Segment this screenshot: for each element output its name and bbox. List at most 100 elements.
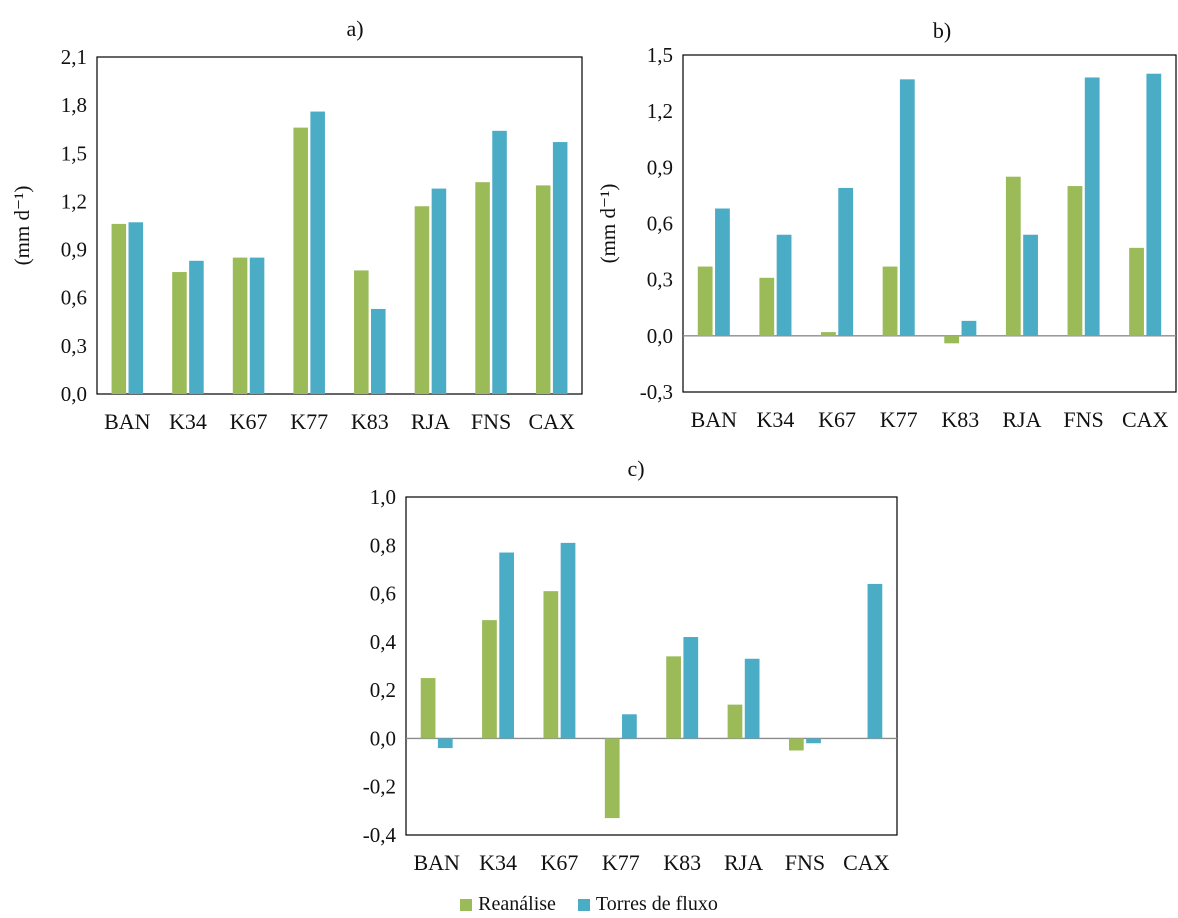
bar-reanalise-rja [414, 206, 430, 394]
bar-reanalise-k67 [232, 257, 248, 394]
y-tick-label: 1,2 [647, 99, 673, 123]
x-tick-label: K67 [818, 407, 856, 432]
bar-reanalise-k83 [944, 335, 960, 344]
y-tick-label: 1,8 [61, 93, 87, 117]
bar-torres-k34 [499, 552, 515, 739]
bar-torres-k67 [838, 187, 854, 336]
x-tick-label: RJA [411, 409, 450, 434]
legend-swatch-reanalise [460, 898, 473, 911]
x-tick-label: K77 [290, 409, 328, 434]
x-tick-label: K67 [230, 409, 268, 434]
y-tick-label: 0,4 [370, 630, 397, 654]
x-tick-label: K67 [540, 850, 578, 875]
bar-torres-k77 [622, 714, 637, 739]
x-tick-label: CAX [1122, 407, 1169, 432]
y-tick-label: 0,3 [647, 268, 673, 292]
y-tick-label: -0,4 [363, 823, 397, 847]
bar-reanalise-ban [420, 678, 436, 739]
x-tick-label: FNS [785, 850, 825, 875]
bar-torres-cax [552, 142, 568, 394]
legend-swatch-torres [577, 898, 590, 911]
bar-reanalise-k67 [543, 591, 559, 739]
legend-label-torres: Torres de fluxo [595, 893, 718, 915]
chart-b: -0,3 0,0 0,3 0,6 0,9 1,2 1,5 BAN K34 K67 K77 K83 RJA… [596, 18, 1177, 432]
y-tick-label: 0,3 [61, 334, 87, 358]
x-tick-label: K83 [351, 409, 389, 434]
bar-reanalise-fns [475, 182, 490, 394]
y-tick-label: 1,5 [647, 43, 673, 67]
bar-reanalise-cax [535, 185, 551, 394]
y-tick-label: -0,3 [640, 380, 673, 404]
y-tick-label: 1,0 [370, 485, 396, 509]
y-tick-label: -0,2 [363, 775, 396, 799]
bar-reanalise-ban [111, 223, 127, 394]
bar-reanalise-fns [788, 738, 804, 751]
bar-reanalise-k67 [821, 332, 836, 336]
y-tick-label: 0,8 [370, 533, 396, 557]
y-tick-label: 0,6 [647, 212, 673, 236]
y-tick-label: 0,9 [61, 238, 87, 262]
x-tick-label: FNS [1063, 407, 1103, 432]
y-axis-label: (mm d⁻¹) [596, 184, 620, 264]
bar-torres-k83 [683, 637, 699, 739]
x-tick-label: K77 [602, 850, 640, 875]
bar-reanalise-ban [697, 266, 713, 336]
bar-reanalise-k34 [172, 272, 187, 394]
x-tick-label: BAN [413, 850, 460, 875]
bar-torres-rja [1023, 234, 1038, 336]
bar-torres-cax [1146, 73, 1162, 336]
plot-frame [682, 54, 1177, 393]
panel-title: b) [933, 18, 951, 43]
legend-item-torres: Torres de fluxo [577, 893, 718, 916]
y-axis-label: (mm d⁻¹) [10, 186, 34, 266]
x-tick-label: BAN [104, 409, 151, 434]
chart-a: 0,0 0,3 0,6 0,9 1,2 1,5 1,8 2,1 BAN K34 K67 K77 K83 R… [10, 16, 583, 434]
y-tick-label: 0,2 [370, 678, 396, 702]
x-tick-label: CAX [843, 850, 890, 875]
legend: Reanálise Torres de fluxo [0, 893, 1178, 916]
chart-c: -0,4 -0,2 0,0 0,2 0,4 0,6 0,8 1,0 BAN K34 K67 K77 K8… [363, 456, 898, 875]
bar-torres-k83 [371, 308, 386, 394]
y-tick-label: 1,5 [61, 141, 87, 165]
y-tick-label: 1,2 [61, 189, 87, 213]
panel-title: a) [346, 16, 363, 41]
panel-title: c) [627, 456, 644, 481]
x-tick-label: CAX [528, 409, 575, 434]
y-tick-label: 0,6 [370, 582, 396, 606]
bar-torres-ban [437, 738, 453, 749]
y-tick-label: 2,1 [61, 45, 87, 69]
bar-reanalise-k77 [604, 738, 620, 819]
bar-reanalise-k83 [354, 270, 369, 394]
bar-torres-fns [1084, 77, 1100, 336]
x-tick-label: K34 [169, 409, 207, 434]
bar-torres-ban [715, 208, 730, 336]
x-tick-label: K83 [663, 850, 701, 875]
bar-reanalise-k34 [759, 277, 775, 336]
bar-reanalise-rja [1005, 176, 1021, 336]
y-tick-label: 0,0 [61, 382, 87, 406]
legend-item-reanalise: Reanálise [460, 893, 556, 916]
x-tick-label: K83 [941, 407, 979, 432]
bar-torres-fns [806, 738, 821, 744]
bar-torres-rja [431, 188, 447, 394]
bar-torres-cax [867, 583, 883, 739]
bar-torres-k34 [776, 234, 792, 336]
x-tick-label: RJA [724, 850, 763, 875]
plot-frame [96, 56, 583, 395]
x-tick-label: K77 [880, 407, 918, 432]
x-tick-label: RJA [1002, 407, 1041, 432]
bar-torres-k67 [560, 542, 576, 739]
x-tick-label: K34 [479, 850, 517, 875]
bar-torres-k77 [899, 79, 915, 336]
bar-reanalise-k77 [882, 266, 898, 336]
x-tick-label: FNS [471, 409, 511, 434]
bar-reanalise-k77 [293, 127, 308, 394]
y-tick-label: 0,0 [370, 726, 396, 750]
x-tick-label: BAN [691, 407, 738, 432]
bar-torres-ban [128, 222, 144, 394]
bar-torres-fns [492, 130, 507, 395]
y-tick-label: 0,6 [61, 286, 87, 310]
bar-reanalise-rja [727, 704, 743, 739]
